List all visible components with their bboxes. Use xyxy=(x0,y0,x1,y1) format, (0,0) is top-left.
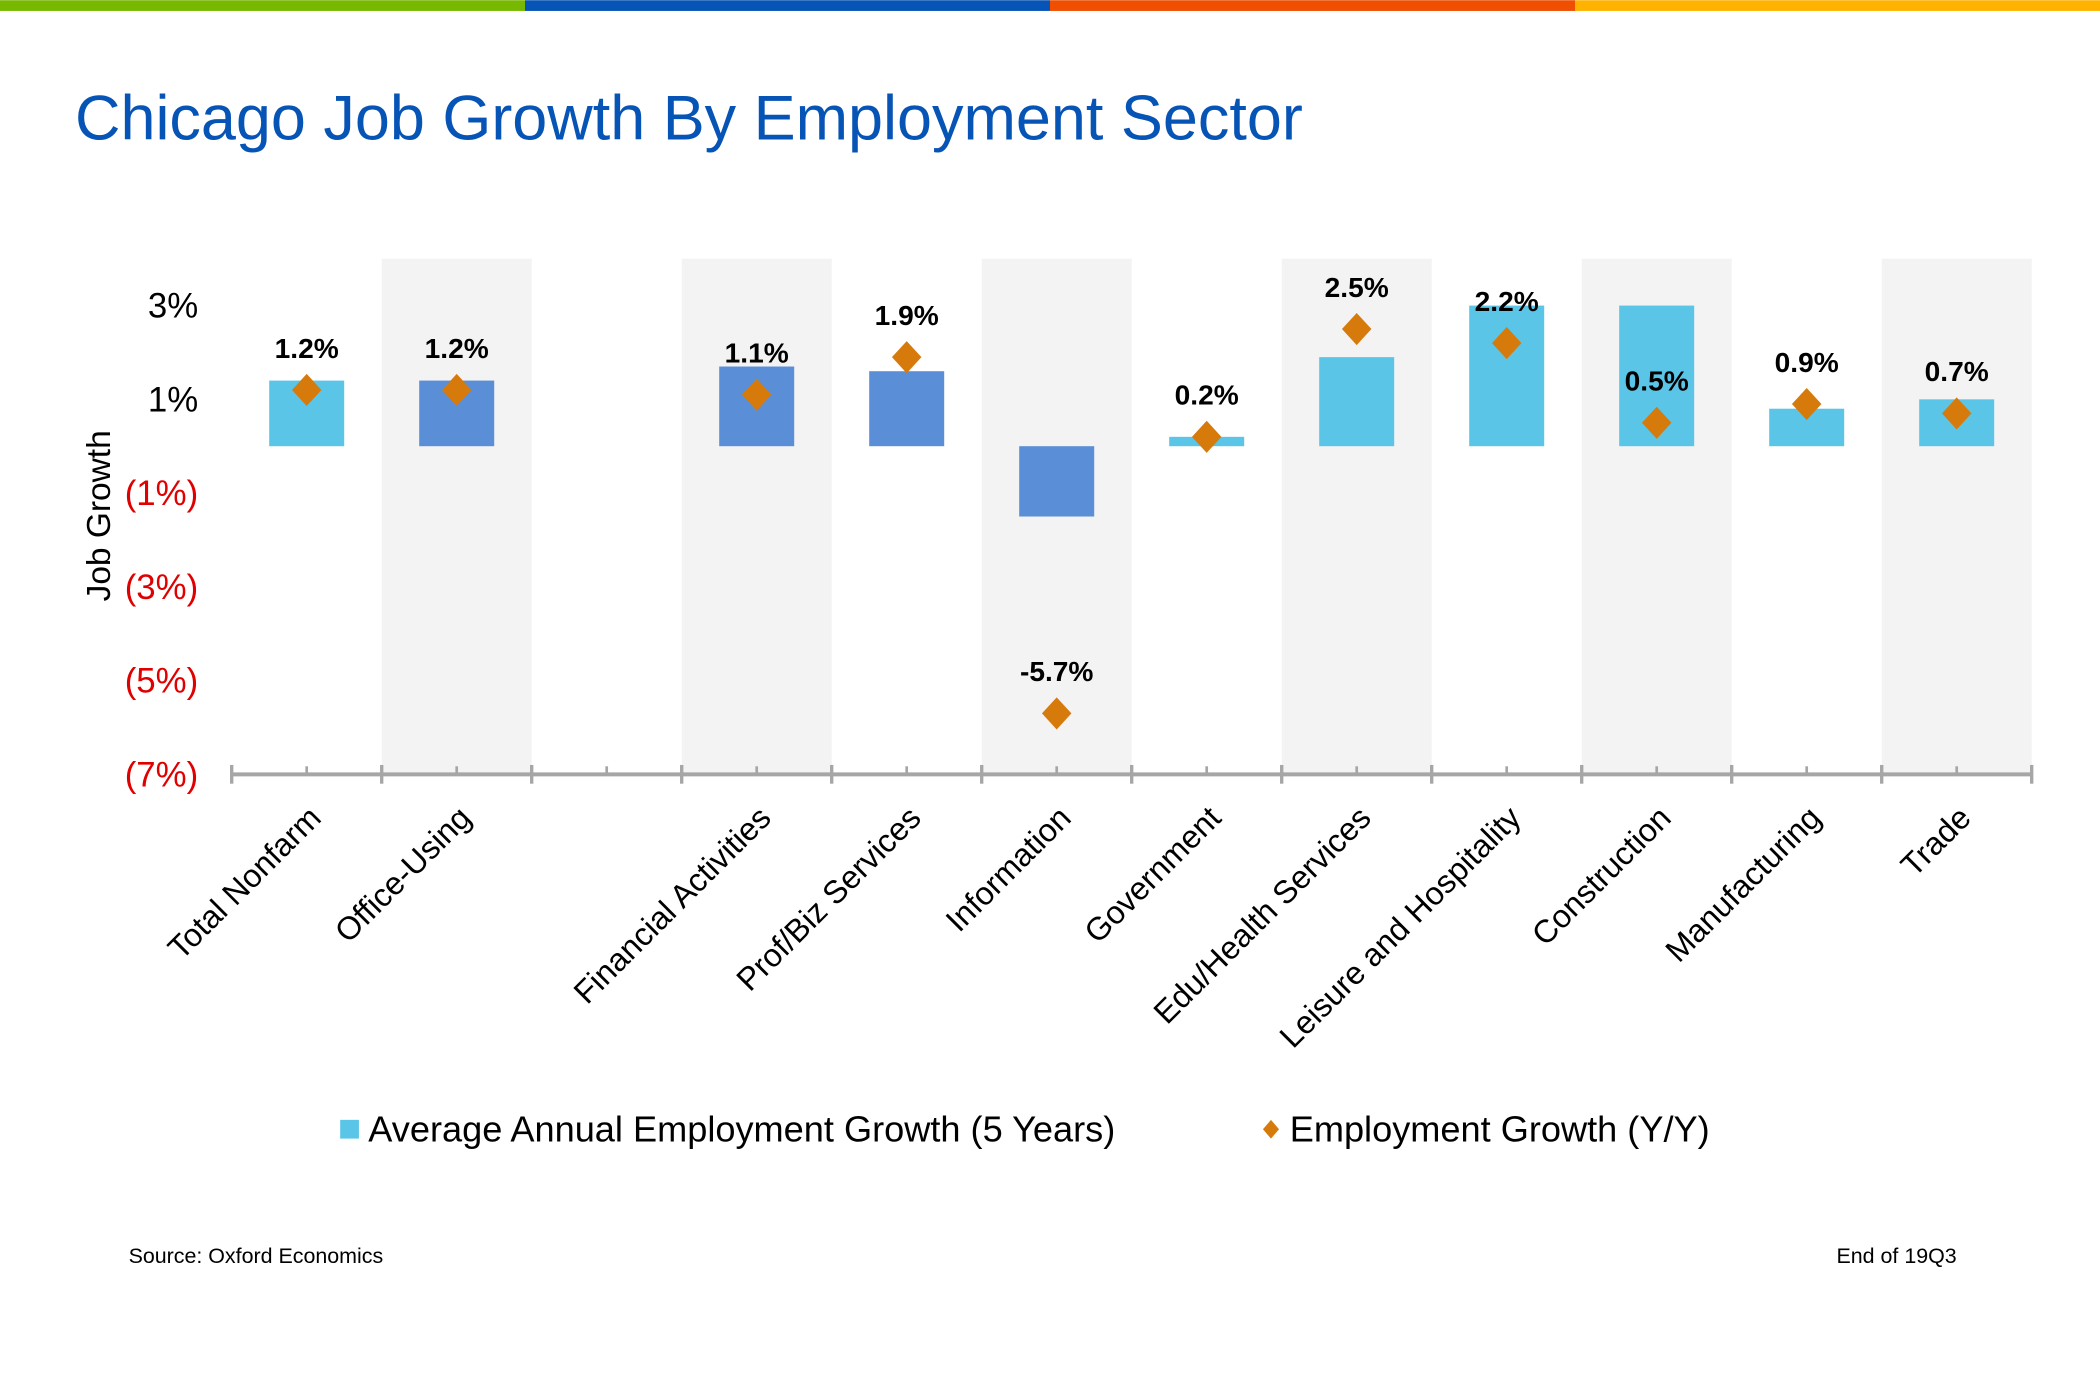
y-axis-ticks: 3% 1% (1%) (3%) (5%) (7%) xyxy=(125,287,199,795)
marker-diamond xyxy=(1491,327,1522,360)
category-band xyxy=(681,258,832,775)
marker-series: 1.2% 1.2% 1.1% 1.9% -5.7% 0.2% 2.5% 2.2% 0.5% 0.9… xyxy=(275,272,1989,730)
marker-diamond xyxy=(1041,697,1072,730)
marker-diamond xyxy=(741,378,772,411)
marker-diamond xyxy=(1641,406,1672,439)
legend-bar-label: Average Annual Employment Growth (5 Year… xyxy=(368,1108,1115,1149)
category-band xyxy=(1881,258,2032,775)
x-tick-label: Information xyxy=(939,799,1078,938)
stripe-segment xyxy=(1050,0,1575,11)
data-label: 2.5% xyxy=(1325,272,1389,303)
legend-diamond-icon xyxy=(1262,1119,1280,1139)
x-tick-label: Office-Using xyxy=(328,799,478,949)
marker-diamond xyxy=(1941,397,1972,430)
x-tick-label: Total Nonfarm xyxy=(161,799,328,966)
stripe-segment xyxy=(525,0,1050,11)
marker-diamond xyxy=(1191,420,1222,453)
x-tick-label: Construction xyxy=(1525,799,1678,952)
x-tick-label: Manufacturing xyxy=(1658,799,1827,968)
data-label: 1.2% xyxy=(425,333,489,364)
data-label: 0.9% xyxy=(1775,347,1839,378)
top-color-stripe xyxy=(0,0,2100,11)
data-label: 1.9% xyxy=(875,300,939,331)
period-note: End of 19Q3 xyxy=(1836,1244,1956,1268)
page-title: Chicago Job Growth By Employment Sector xyxy=(75,84,1303,154)
legend-bar-swatch xyxy=(340,1119,359,1139)
bar xyxy=(1019,446,1095,517)
y-tick-label: (3%) xyxy=(125,568,199,607)
data-label: 1.1% xyxy=(725,338,789,369)
data-label: 0.7% xyxy=(1925,356,1989,387)
legend-marker-label: Employment Growth (Y/Y) xyxy=(1290,1108,1710,1149)
bar xyxy=(869,371,945,447)
y-tick-label: (7%) xyxy=(125,755,199,794)
marker-diamond xyxy=(291,373,322,407)
x-tick-label: Government xyxy=(1077,799,1228,950)
data-label: 1.2% xyxy=(275,333,339,364)
y-tick-label: 3% xyxy=(148,287,198,326)
bar-series xyxy=(269,305,1995,517)
stripe-segment xyxy=(1575,0,2100,11)
data-label: 0.2% xyxy=(1175,380,1239,411)
stripe-segment xyxy=(0,0,525,11)
x-tick-label: Trade xyxy=(1894,799,1978,883)
x-tick-label: Leisure and Hospitality xyxy=(1272,799,1527,1054)
y-tick-label: (5%) xyxy=(125,662,199,701)
data-label: -5.7% xyxy=(1020,656,1093,687)
legend: Average Annual Employment Growth (5 Year… xyxy=(340,1108,1710,1149)
y-tick-label: (1%) xyxy=(125,474,199,513)
marker-diamond xyxy=(1791,387,1822,421)
y-axis-label: Job Growth xyxy=(81,430,118,601)
x-axis-labels: Total Nonfarm Office-Using Financial Activ… xyxy=(161,799,1978,1054)
marker-diamond xyxy=(441,373,472,407)
category-bands xyxy=(381,258,2032,775)
x-axis xyxy=(230,764,2034,784)
source-note: Source: Oxford Economics xyxy=(129,1244,384,1268)
data-label: 2.2% xyxy=(1475,286,1539,317)
bar xyxy=(1469,305,1545,447)
y-tick-label: 1% xyxy=(148,380,198,419)
bar xyxy=(1319,357,1395,447)
data-label: 0.5% xyxy=(1625,366,1689,397)
marker-diamond xyxy=(891,341,922,374)
category-band xyxy=(381,258,532,775)
